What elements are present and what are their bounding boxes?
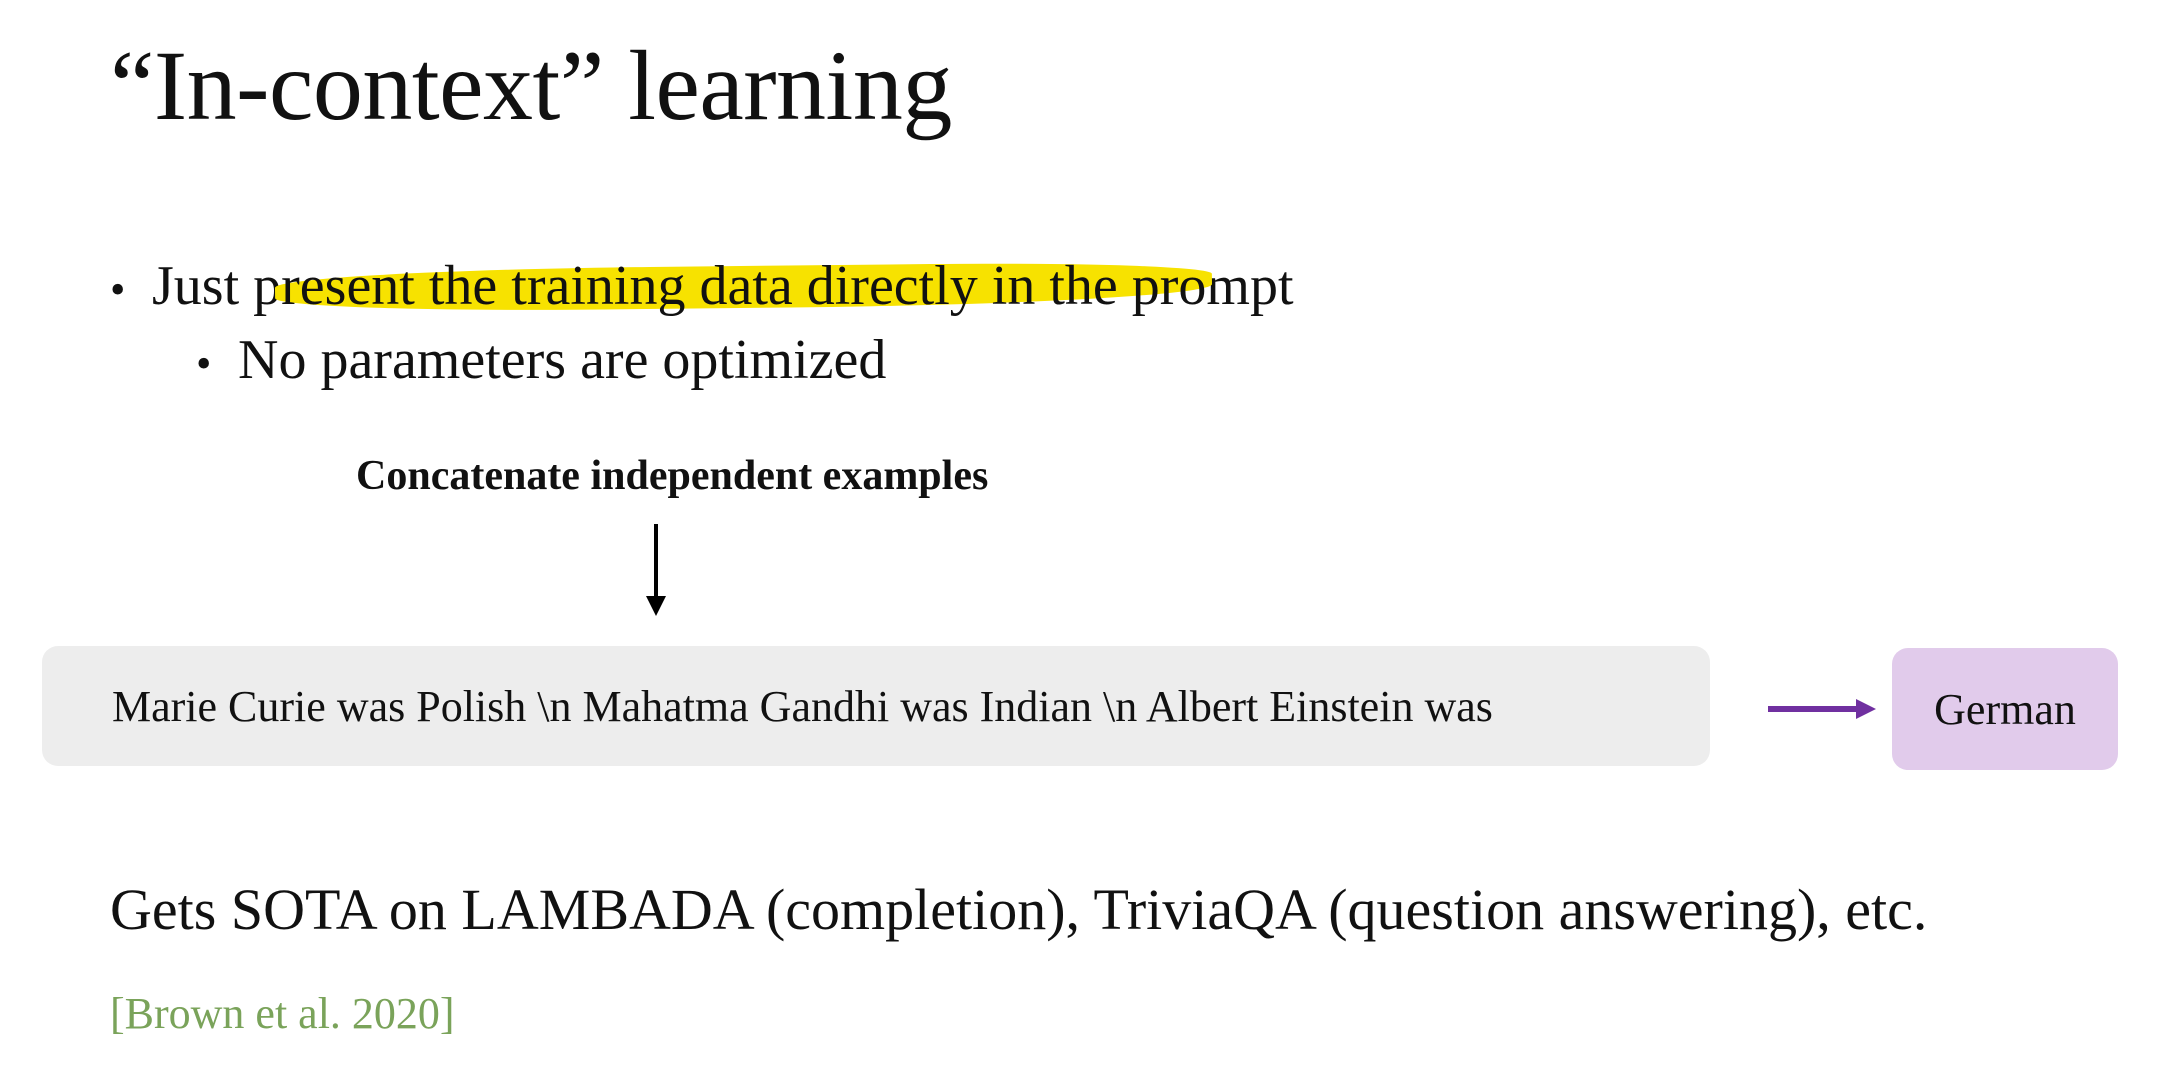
answer-box: German — [1892, 648, 2118, 770]
answer-text: German — [1934, 684, 2076, 734]
sub-bullet-no-parameters: • No parameters are optimized — [196, 329, 887, 392]
bullet-present-training-data: • Just present the training data directl… — [110, 255, 1294, 318]
bullet-text-before: Just p — [152, 255, 282, 317]
bullet-text-after: mpt — [1206, 255, 1294, 317]
citation-link[interactable]: [Brown et al. 2020] — [110, 989, 455, 1038]
concatenate-label: Concatenate independent examples — [356, 453, 989, 499]
highlighted-text: resent the training data directly in the… — [281, 255, 1207, 317]
down-arrow-icon — [646, 524, 666, 616]
bullet-text: Just present the training data directly … — [152, 255, 1294, 318]
prompt-box: Marie Curie was Polish \n Mahatma Gandhi… — [42, 646, 1710, 766]
result-statement: Gets SOTA on LAMBADA (completion), Trivi… — [110, 877, 1928, 942]
bullet-glyph: • — [196, 339, 212, 388]
prompt-text: Marie Curie was Polish \n Mahatma Gandhi… — [112, 681, 1493, 731]
bullet-glyph: • — [110, 265, 126, 314]
right-arrow-icon — [1768, 699, 1876, 719]
sub-bullet-text: No parameters are optimized — [238, 329, 887, 391]
slide-title: “In-context” learning — [110, 30, 952, 141]
